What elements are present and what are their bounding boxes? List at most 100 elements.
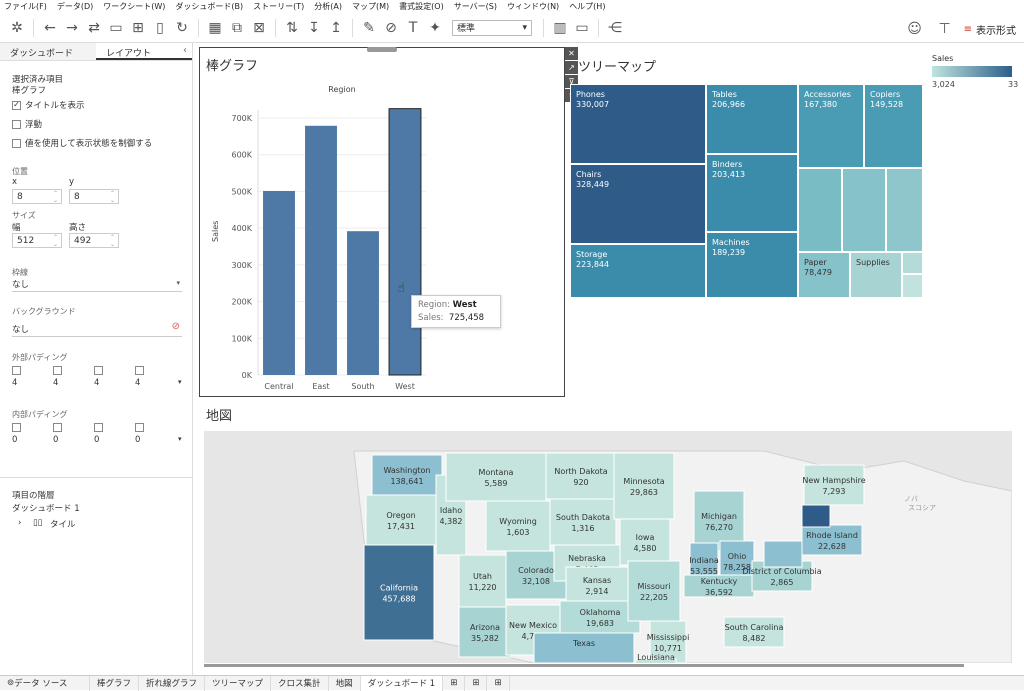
tab-data-source[interactable]: ⊚ データ ソース xyxy=(0,675,90,691)
state-shape[interactable] xyxy=(613,452,675,520)
sheet-tab[interactable]: クロス集計 xyxy=(271,675,329,691)
height-input[interactable]: 492 xyxy=(69,233,119,248)
state-missouri[interactable]: Missouri 22,205 xyxy=(627,560,681,622)
inner-padding-row[interactable]: 0 0 0 0 ▾ xyxy=(12,423,182,445)
sheet-tab[interactable]: 折れ線グラフ xyxy=(139,675,206,691)
close-icon[interactable]: ✕ xyxy=(565,47,578,60)
pin-axes-icon[interactable]: ✦ xyxy=(429,19,441,36)
state-utah[interactable]: Utah 11,220 xyxy=(458,554,507,608)
highlight-icon[interactable]: ✎ xyxy=(363,19,375,36)
tableau-public-icon[interactable]: ☺ xyxy=(907,21,922,37)
state-shape[interactable] xyxy=(627,560,681,622)
floating-checkbox[interactable]: 浮動 xyxy=(12,118,42,130)
padding-cell[interactable]: 4 xyxy=(12,366,53,388)
state-shape[interactable] xyxy=(445,452,547,502)
sort-descending-icon[interactable]: ↥ xyxy=(330,19,342,36)
show-title-checkbox[interactable]: ✓ タイトルを表示 xyxy=(12,99,85,111)
state-shape[interactable] xyxy=(549,498,617,546)
menu-item[interactable]: マップ(M) xyxy=(352,2,390,11)
group-members-icon[interactable]: ⊘ xyxy=(385,19,397,36)
state-shape[interactable] xyxy=(485,500,551,552)
state-shape[interactable] xyxy=(565,566,629,604)
padding-cell[interactable]: 4 xyxy=(53,366,94,388)
show-cards-icon[interactable]: ▥ xyxy=(553,19,567,36)
padding-cell[interactable]: 4 xyxy=(94,366,135,388)
go-to-sheet-icon[interactable]: ↗ xyxy=(565,61,578,74)
border-dropdown[interactable]: なし ▾ xyxy=(12,278,182,292)
state-kansas[interactable]: Kansas 2,914 xyxy=(565,566,629,604)
duplicate-sheet-icon[interactable]: ⧉ xyxy=(232,19,242,36)
new-dashboard-tab-icon[interactable]: ⊞ xyxy=(465,675,488,691)
new-worksheet-tab-icon[interactable]: ⊞ xyxy=(443,675,466,691)
state-california[interactable]: California 457,688 xyxy=(363,544,435,641)
tableau-logo-icon[interactable]: ✲ xyxy=(11,19,23,36)
state-shape[interactable] xyxy=(545,452,617,500)
bar-west[interactable] xyxy=(388,108,422,376)
undo-icon[interactable]: ← xyxy=(44,19,56,36)
us-map[interactable]: Washington 138,641 Oregon 17,431 California 4… xyxy=(204,431,1012,663)
horizontal-scrollbar[interactable] xyxy=(204,664,964,667)
state-shape[interactable] xyxy=(458,606,512,658)
fit-select[interactable]: 標準 ▾ xyxy=(452,19,532,36)
treemap-cell-supplies[interactable]: Supplies xyxy=(850,252,902,298)
width-input[interactable]: 512 xyxy=(12,233,62,248)
treemap[interactable]: Phones 330,007 Chairs 328,449 Storage 223,844… xyxy=(570,84,923,298)
state-shape[interactable] xyxy=(803,464,865,506)
expand-icon[interactable]: › xyxy=(18,518,22,528)
pause-updates-icon[interactable]: ▯ xyxy=(156,19,164,36)
replace-data-icon[interactable]: ⇄ xyxy=(88,19,100,36)
bar-south[interactable] xyxy=(347,231,379,375)
show-me-button[interactable]: ≡ 表示形式 xyxy=(964,22,1016,37)
sheet-tab[interactable]: ツリーマップ xyxy=(205,675,272,691)
outer-padding-row[interactable]: 4 4 4 4 ▾ xyxy=(12,366,182,388)
treemap-cell-accessories[interactable]: Accessories 167,380 xyxy=(798,84,864,168)
state-washington[interactable]: Washington 138,641 xyxy=(371,454,443,496)
treemap-cell[interactable] xyxy=(902,252,923,274)
state-arizona[interactable]: Arizona 35,282 xyxy=(458,606,512,658)
menu-item[interactable]: ストーリー(T) xyxy=(253,2,305,11)
control-visibility-checkbox[interactable]: 値を使用して表示状態を制御する xyxy=(12,137,152,149)
redo-icon[interactable]: → xyxy=(66,19,78,36)
padding-cell[interactable]: 0 xyxy=(53,423,94,445)
tab-layout[interactable]: レイアウト xyxy=(96,43,192,60)
state-south-carolina[interactable]: South Carolina 8,482 xyxy=(723,616,785,648)
state-shape[interactable] xyxy=(723,616,785,648)
new-datasource-icon[interactable]: ⊞ xyxy=(132,19,144,36)
share-icon[interactable]: ⋲ xyxy=(608,19,622,36)
sort-ascending-icon[interactable]: ↧ xyxy=(308,19,320,36)
state-shape[interactable] xyxy=(365,494,437,546)
chevron-down-icon[interactable]: ▾ xyxy=(178,378,182,386)
state-shape[interactable] xyxy=(363,544,435,641)
treemap-cell-paper[interactable]: Paper 78,479 xyxy=(798,252,850,298)
treemap-cell[interactable] xyxy=(798,168,842,252)
color-legend[interactable] xyxy=(932,66,1012,77)
state-shape[interactable] xyxy=(649,620,687,663)
bar-east[interactable] xyxy=(305,125,337,375)
hierarchy-root[interactable]: ダッシュボード 1 xyxy=(12,504,80,514)
background-dropdown[interactable]: なし ⊘ xyxy=(12,321,182,337)
presentation-mode-icon[interactable]: ▭ xyxy=(575,19,589,36)
menu-item[interactable]: 書式設定(O) xyxy=(399,2,444,11)
menu-item[interactable]: ファイル(F) xyxy=(4,2,47,11)
bar-chart-sheet[interactable]: 棒グラフ Region Sales 0K 100K 200K 300K 400K 500K 60… xyxy=(199,47,565,397)
sheet-tab[interactable]: 棒グラフ xyxy=(90,675,140,691)
state-shape[interactable] xyxy=(635,658,677,663)
state-kentucky[interactable]: Kentucky 36,592 xyxy=(683,574,755,598)
state-shape[interactable] xyxy=(533,632,635,663)
new-story-tab-icon[interactable]: ⊞ xyxy=(487,675,510,691)
treemap-cell[interactable] xyxy=(842,168,886,252)
chevron-down-icon[interactable]: ▾ xyxy=(178,435,182,443)
swap-rows-columns-icon[interactable]: ⇅ xyxy=(286,19,298,36)
y-position-input[interactable]: 8 xyxy=(69,189,119,204)
treemap-cell-copiers[interactable]: Copiers 149,528 xyxy=(864,84,923,168)
x-position-input[interactable]: 8 xyxy=(12,189,62,204)
collapse-panel-icon[interactable]: ‹ xyxy=(183,45,187,56)
state-new-york[interactable] xyxy=(801,504,831,528)
padding-cell[interactable]: 4 xyxy=(135,366,176,388)
state-louisiana[interactable]: Louisiana xyxy=(635,653,677,663)
state-oklahoma[interactable]: Oklahoma 19,683 xyxy=(559,600,641,634)
treemap-cell-phones[interactable]: Phones 330,007 xyxy=(570,84,706,164)
state-texas[interactable]: Texas xyxy=(533,632,635,663)
state-mississippi[interactable]: Mississippi 10,771 xyxy=(647,620,690,663)
menu-item[interactable]: ヘルプ(H) xyxy=(569,2,606,11)
